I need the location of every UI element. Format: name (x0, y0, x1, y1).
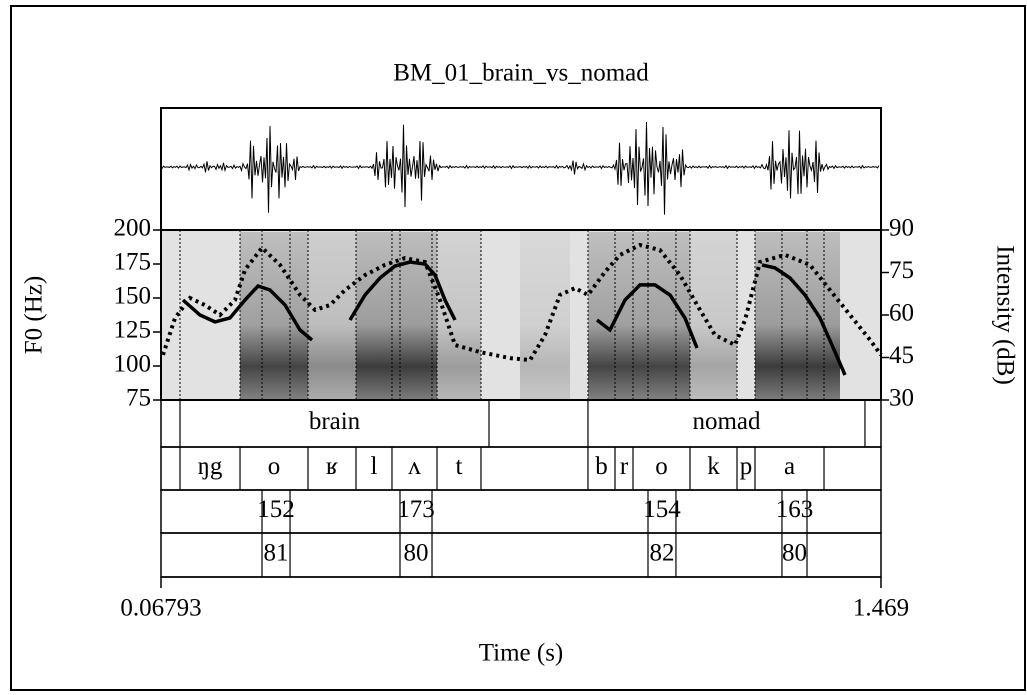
spectrogram-band (588, 232, 690, 400)
y-axis-label: F0 (Hz) (21, 276, 48, 354)
tier-label: 80 (404, 540, 429, 567)
y-tick-label: 125 (114, 317, 152, 344)
spectrogram-band (520, 232, 570, 400)
tier-label: brain (309, 408, 361, 435)
y-tick-label: 200 (114, 215, 152, 242)
spectrogram-bands (240, 232, 840, 400)
tier-label: p (740, 453, 753, 480)
tier-label: a (784, 453, 795, 480)
spectrogram-band (356, 232, 437, 400)
tier-label: ʁ (326, 453, 338, 480)
spectrogram-band (437, 232, 481, 400)
y2-tick-label: 90 (889, 215, 914, 242)
tier-label: b (595, 453, 608, 480)
intensity-line (161, 242, 883, 363)
tier-label: l (371, 453, 378, 480)
tier-label: 80 (782, 540, 807, 567)
tier-label: nomad (692, 408, 761, 435)
y2-tick-label: 60 (889, 300, 914, 327)
spectrogram-band (308, 232, 356, 400)
y2-tick-label: 30 (889, 385, 914, 412)
tier-label: o (655, 453, 668, 480)
y2-tick-label: 75 (889, 257, 914, 284)
spectrogram-band (690, 232, 737, 400)
y-tick-label: 150 (114, 283, 152, 310)
x-tick-label: 0.06793 (120, 595, 201, 622)
tier-label: 82 (649, 540, 674, 567)
tier-label: ʌ (408, 453, 421, 480)
spectrogram-band (755, 232, 840, 400)
y-tick-label: 75 (126, 385, 151, 412)
tier-label: 154 (643, 496, 681, 523)
x-tick-label: 1.469 (853, 595, 909, 622)
tier-frame (160, 399, 882, 448)
tier-label: o (268, 453, 281, 480)
spectrogram-band (240, 232, 308, 400)
x-axis-label: Time (s) (479, 640, 564, 667)
y2-axis-label: Intensity (dB) (991, 245, 1018, 385)
y2-tick-label: 45 (889, 342, 914, 369)
tier-label: 163 (776, 496, 814, 523)
tier-label: r (620, 453, 629, 480)
y-tick-label: 100 (114, 351, 152, 378)
chart-title: BM_01_brain_vs_nomad (393, 60, 649, 87)
tier-label: 152 (257, 496, 295, 523)
tier-label: 173 (397, 496, 435, 523)
tier-label: t (456, 453, 463, 480)
f0-line (181, 260, 847, 376)
tier-label: ŋg (198, 453, 223, 480)
outer-frame (10, 5, 1026, 691)
waveform (160, 121, 880, 215)
y-tick-label: 175 (114, 249, 152, 276)
tier-label: k (707, 453, 720, 480)
tier-label: 81 (264, 540, 289, 567)
